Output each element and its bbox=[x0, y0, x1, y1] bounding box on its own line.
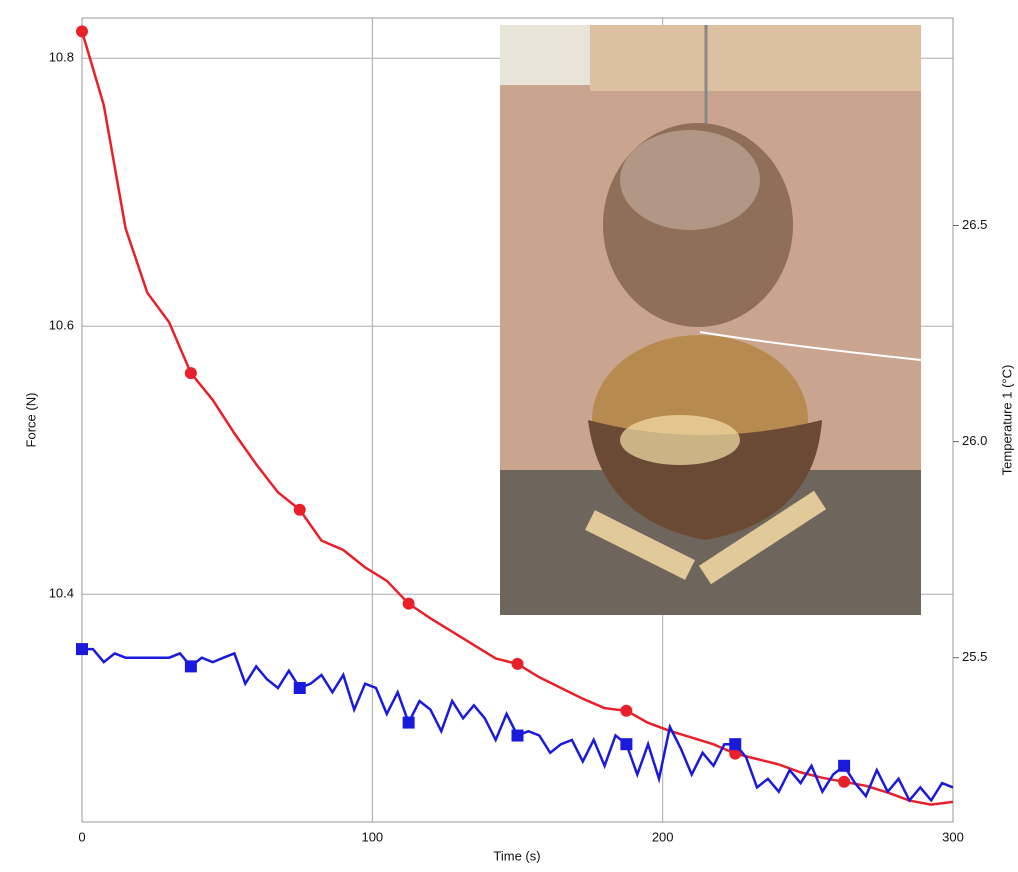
data-point bbox=[512, 730, 524, 742]
y-tick-label: 10.6 bbox=[49, 318, 74, 333]
x-tick-label: 100 bbox=[361, 829, 383, 844]
y-tick-label: 10.8 bbox=[49, 50, 74, 65]
chart: Time (s) Force (N) Temperature 1 (°C) 0 1… bbox=[0, 0, 1018, 867]
data-point bbox=[512, 658, 524, 670]
y-tick-label: 10.4 bbox=[49, 586, 74, 601]
data-point bbox=[294, 504, 306, 516]
data-point bbox=[185, 367, 197, 379]
y2-tick-label: 25.5 bbox=[962, 649, 987, 664]
x-tick-label: 0 bbox=[78, 829, 85, 844]
data-point bbox=[729, 738, 741, 750]
inset-photo bbox=[500, 25, 921, 615]
x-tick-label: 300 bbox=[942, 829, 964, 844]
photo-highlight bbox=[620, 130, 760, 230]
y2-tick-label: 26.0 bbox=[962, 433, 987, 448]
data-point bbox=[838, 776, 850, 788]
x-axis-label: Time (s) bbox=[493, 848, 540, 863]
photo-board bbox=[590, 25, 921, 91]
data-point bbox=[185, 660, 197, 672]
data-point bbox=[294, 682, 306, 694]
data-point bbox=[403, 717, 415, 729]
data-point bbox=[76, 643, 88, 655]
y2-tick-label: 26.5 bbox=[962, 217, 987, 232]
data-point bbox=[403, 598, 415, 610]
data-point bbox=[838, 760, 850, 772]
data-point bbox=[76, 25, 88, 37]
x-tick-label: 200 bbox=[652, 829, 674, 844]
y2-axis-label: Temperature 1 (°C) bbox=[999, 365, 1014, 476]
photo-wall-top bbox=[500, 25, 590, 85]
photo-reflection bbox=[620, 415, 740, 465]
data-point bbox=[620, 705, 632, 717]
data-point bbox=[620, 738, 632, 750]
y-axis-label: Force (N) bbox=[23, 393, 38, 448]
